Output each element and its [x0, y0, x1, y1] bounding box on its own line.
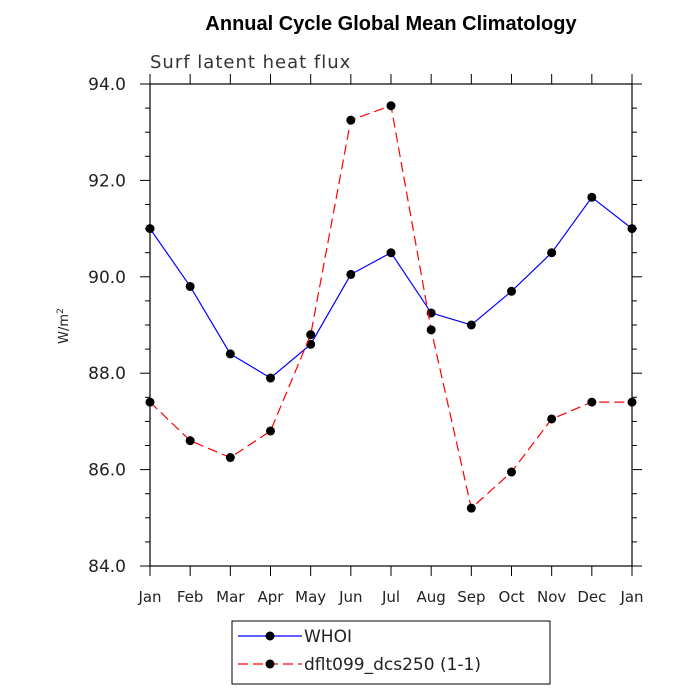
series-line — [149, 104, 632, 510]
y-axis-ticks: 84.0 86.0 88.0 90.0 92.0 94.0 — [88, 75, 642, 577]
x-tick-label: Jul — [381, 588, 400, 606]
data-point — [306, 339, 316, 349]
data-point — [145, 224, 155, 234]
plot-frame — [149, 83, 633, 567]
data-point — [587, 192, 597, 202]
data-point — [266, 426, 275, 436]
data-point — [346, 115, 356, 125]
legend-label: dflt099_dcs250 (1-1) — [304, 655, 481, 675]
x-tick-label: Oct — [499, 588, 525, 606]
data-point — [507, 467, 516, 477]
series-2 — [145, 101, 637, 513]
y-tick-label: 94.0 — [88, 75, 126, 95]
data-point — [145, 397, 155, 407]
data-point — [185, 281, 195, 291]
legend-marker — [265, 631, 275, 641]
x-tick-label: Aug — [417, 588, 446, 606]
chart-subtitle: Surf latent heat flux — [150, 52, 351, 73]
data-point — [507, 286, 516, 296]
x-tick-label: Mar — [216, 588, 245, 606]
data-point — [627, 397, 637, 407]
data-point — [306, 330, 316, 340]
data-point — [225, 349, 235, 359]
x-tick-label: Jun — [338, 588, 362, 606]
x-tick-label: Sep — [457, 588, 485, 606]
data-point — [627, 224, 637, 234]
y-tick-label: 86.0 — [88, 461, 126, 481]
data-point — [426, 325, 436, 335]
x-tick-label: Dec — [577, 588, 606, 606]
series-1 — [145, 192, 637, 383]
series-line — [149, 196, 633, 379]
data-point — [225, 453, 235, 463]
y-tick-label: 92.0 — [88, 171, 126, 191]
y-tick-label: 90.0 — [88, 268, 126, 288]
y-tick-label: 84.0 — [88, 557, 126, 577]
data-point — [185, 436, 195, 446]
y-axis-label: W/m2 — [56, 308, 72, 344]
x-tick-label: Feb — [177, 588, 204, 606]
data-point — [266, 373, 275, 383]
legend: WHOI dflt099_dcs250 (1-1) — [231, 620, 551, 685]
data-point — [466, 503, 476, 513]
y-tick-label: 88.0 — [88, 364, 126, 384]
data-point — [587, 397, 597, 407]
data-point — [547, 414, 557, 424]
x-tick-label: Jan — [137, 588, 161, 606]
x-tick-label: Apr — [258, 588, 285, 606]
plot-axes — [149, 83, 633, 567]
data-point — [386, 101, 396, 111]
legend-box — [231, 620, 551, 685]
legend-label: WHOI — [304, 627, 352, 647]
x-tick-label: Jan — [619, 588, 643, 606]
x-tick-label: May — [295, 588, 326, 606]
data-point — [386, 248, 396, 258]
x-tick-label: Nov — [537, 588, 566, 606]
data-point — [547, 248, 557, 258]
x-axis-ticks: Jan Feb Mar Apr May Jun Jul Aug Sep Oct Nov Dec Jan — [137, 74, 644, 606]
data-point — [346, 269, 356, 279]
legend-marker — [265, 659, 275, 669]
data-point — [466, 320, 476, 330]
series-layer — [145, 101, 637, 513]
chart-title: Annual Cycle Global Mean Climatology — [205, 13, 577, 35]
